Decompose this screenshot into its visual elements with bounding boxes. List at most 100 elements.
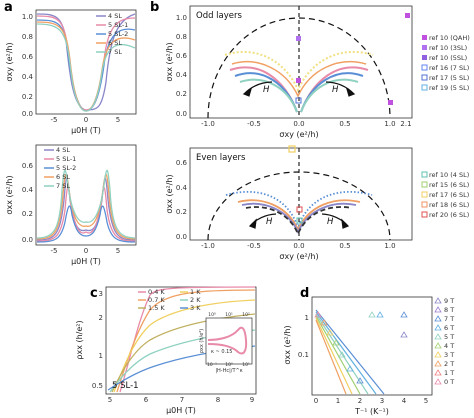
legend-swatch — [434, 333, 442, 340]
panel-a-bottom-frame — [35, 144, 137, 246]
marker — [400, 311, 408, 318]
panel-c-legend: 0.4 K 0.7 K 1.5 K 2 K 1 K 3 K — [138, 288, 201, 312]
ytick: 0.0 — [176, 233, 187, 241]
panel-b-top-yticks: 1.0 0.8 0.6 0.4 0.2 0.0 — [176, 14, 188, 118]
legend-swatch — [421, 171, 428, 178]
panel-a-bottom-xlabel: μ0H (T) — [71, 257, 101, 266]
legend-label: 5 T — [444, 333, 454, 341]
legend-swatch — [422, 35, 427, 40]
xtick: 0.5 — [339, 242, 350, 250]
xtick: -1.0 — [201, 242, 215, 250]
legend-swatch — [421, 201, 428, 208]
marker — [332, 339, 340, 346]
legend-label: 4 T — [444, 342, 454, 350]
panel-b-bottom-legend: ref 10 (4 SL) ref 15 (6 SL) ref 17 (6 SL… — [421, 171, 469, 219]
panel-b-top-legend: ref 10 (QAH) ref 10 (3SL) ref 10 (5SL) r… — [421, 34, 470, 92]
panel-b-bottom-xticks: -1.0 -0.5 0.0 0.5 1.0 — [201, 242, 395, 250]
curve-7sl — [36, 169, 136, 239]
panel-a-top-yticks: 1.0 0.8 0.6 0.4 0.2 0.0 — [22, 13, 34, 118]
inset-xticks: 10⁰ — [225, 362, 233, 368]
legend-label: 4 SL — [56, 146, 70, 154]
arrow-left-head — [248, 218, 257, 229]
legend-swatch — [434, 315, 442, 322]
curve-5sl-2 — [36, 205, 136, 243]
curve-orange — [231, 61, 367, 98]
legend-swatch — [422, 55, 427, 60]
legend-label: 6 SL — [56, 173, 70, 181]
panel-d-label: d — [300, 286, 309, 301]
panel-a-top-frame — [35, 9, 137, 115]
xtick: 5 — [116, 247, 120, 255]
xtick: 0 — [84, 247, 88, 255]
panel-b-bottom: Even layers σxx (e²/h) 0.6 0.4 0.2 0.0 -… — [165, 145, 469, 261]
panel-b-bottom-ylabel: σxx (e²/h) — [165, 174, 174, 213]
legend-label: 9 T — [444, 297, 454, 305]
xtick: 1 — [336, 397, 340, 405]
panel-b-top-arrows — [242, 81, 356, 97]
legend-swatch — [422, 45, 427, 50]
panel-a-bottom-curves — [36, 169, 136, 243]
marker — [356, 377, 364, 384]
marker — [338, 351, 346, 358]
panel-d-ylabel: σxx (e²/h) — [283, 325, 292, 364]
inset-xlabel: |H-Hc|/T^κ — [215, 368, 242, 374]
legend-label: 0.4 K — [148, 288, 165, 296]
legend-swatch — [434, 297, 442, 304]
fit-line-1t — [315, 309, 385, 395]
marker-qah-top — [405, 13, 410, 18]
panel-d-xticks: 0 1 2 3 4 5 — [314, 397, 428, 405]
legend-label: 3 T — [444, 351, 454, 359]
arrow-label-left: H — [266, 217, 273, 227]
ytick: 0.4 — [22, 186, 34, 194]
marker-ref17 — [288, 145, 296, 153]
legend-label: ref 18 (6 SL) — [429, 201, 469, 209]
panel-d: σxx (e²/h) 1 0.1 0 1 2 3 4 5 T⁻¹ (K⁻¹) — [283, 296, 454, 416]
legend-swatch — [421, 181, 428, 188]
xtick: -0.5 — [247, 242, 261, 250]
ytick: 0.5 — [92, 382, 103, 390]
xtick: 0.5 — [339, 120, 350, 128]
panel-b-bottom-curves — [225, 191, 373, 237]
semicircle — [207, 171, 391, 241]
ytick: 0.1 — [298, 351, 309, 359]
curve-6sl — [36, 174, 136, 240]
legend-label: ref 15 (6 SL) — [429, 181, 469, 189]
arrow-right-head — [345, 87, 356, 97]
panel-a-bottom: σxx (e²/h) 0.6 0.4 0.2 0.0 -5 0 5 μ0H (T… — [5, 144, 137, 266]
ytick: 0.2 — [176, 90, 187, 98]
marker — [346, 365, 354, 372]
legend-swatch — [434, 351, 442, 358]
panel-a-bottom-ylabel: σxx (e²/h) — [5, 175, 14, 214]
curve-7sl — [36, 23, 136, 112]
arrow-left-head — [242, 87, 253, 97]
legend-label: ref 10 (5SL) — [429, 54, 467, 62]
legend-label: 7 T — [444, 315, 454, 323]
panel-b-top-xticks: -1.0 -0.5 0.0 0.5 1.0 2.1 — [201, 120, 411, 128]
panel-c: ρxx (h/e²) 3 2 1 0.5 5 6 7 8 9 μ0H (T) 0… — [75, 286, 257, 415]
marker — [314, 311, 322, 318]
xtick: -1.0 — [201, 120, 215, 128]
inset-topticks: 10¹ — [225, 312, 233, 318]
legend-label: 2 T — [444, 360, 454, 368]
marker — [400, 331, 408, 338]
xtick: 1.0 — [384, 120, 395, 128]
panel-b-top-markers — [295, 13, 410, 105]
legend-label: 1 K — [190, 288, 201, 296]
inset-kappa: κ ~ 0.15 — [211, 349, 232, 355]
legend-swatch — [434, 324, 442, 331]
inset-topticks: 10⁰ — [208, 312, 216, 318]
legend-label: ref 19 (5 SL) — [429, 84, 469, 92]
fit-line-5t — [315, 317, 353, 395]
inset-frame — [205, 317, 253, 365]
legend-label: 7 SL — [56, 182, 70, 190]
legend-swatch — [421, 64, 428, 71]
xtick: -5 — [51, 116, 58, 124]
panel-b-top-ylabel: σxx (e²/h) — [165, 42, 174, 81]
panel-a-label: a — [4, 0, 13, 15]
panel-d-frame — [311, 296, 433, 396]
ytick: 1 — [305, 314, 309, 322]
xtick: 3 — [380, 397, 384, 405]
ytick: 1.0 — [22, 13, 33, 21]
panel-d-markers — [314, 311, 408, 384]
legend-label: 0.7 K — [148, 296, 165, 304]
